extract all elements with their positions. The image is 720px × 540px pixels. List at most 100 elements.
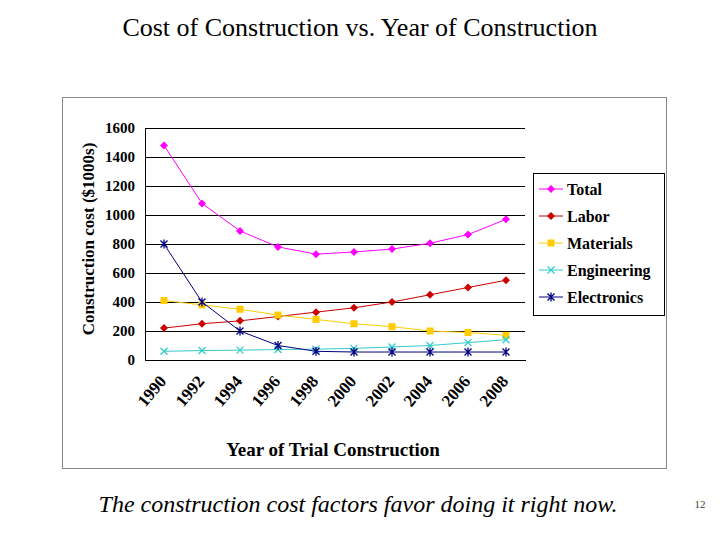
series-line bbox=[164, 340, 506, 352]
y-tick-label: 800 bbox=[113, 236, 136, 252]
slide: Cost of Construction vs. Year of Constru… bbox=[0, 0, 720, 540]
x-tick-label: 1992 bbox=[172, 372, 208, 410]
legend-label: Engineering bbox=[567, 262, 651, 280]
x-tick: 1996 bbox=[248, 360, 284, 410]
x-tick: 2006 bbox=[438, 360, 474, 410]
y-tick: 800 bbox=[113, 236, 146, 252]
y-tick-label: 1000 bbox=[105, 207, 135, 223]
x-tick: 2002 bbox=[362, 360, 398, 410]
series-point bbox=[350, 304, 358, 312]
x-tick-label: 2008 bbox=[476, 372, 512, 410]
x-axis: 1990199219941996199820002002200420062008 bbox=[134, 360, 526, 410]
x-tick: 1994 bbox=[210, 360, 247, 410]
x-tick-label: 2004 bbox=[400, 372, 437, 411]
series-point bbox=[426, 291, 434, 299]
plot-area bbox=[160, 141, 510, 356]
grid-line bbox=[145, 128, 525, 129]
series-point bbox=[502, 215, 510, 223]
y-tick: 400 bbox=[113, 294, 146, 310]
series-point bbox=[503, 348, 510, 357]
series-point bbox=[426, 239, 434, 247]
y-tick: 1000 bbox=[105, 207, 145, 223]
series-point bbox=[350, 248, 358, 256]
series-point bbox=[389, 323, 396, 330]
y-tick: 1600 bbox=[105, 120, 145, 136]
x-tick-label: 2000 bbox=[324, 372, 360, 410]
legend-label: Labor bbox=[567, 208, 610, 225]
series-point bbox=[388, 298, 396, 306]
series-point bbox=[465, 348, 472, 357]
series-point bbox=[236, 317, 244, 325]
y-tick-label: 200 bbox=[113, 323, 136, 339]
series bbox=[161, 240, 510, 357]
series-point bbox=[464, 231, 472, 239]
series-point bbox=[237, 327, 244, 336]
x-tick-label: 1990 bbox=[134, 372, 170, 410]
grid-line bbox=[145, 157, 525, 158]
legend-swatch-marker bbox=[548, 267, 555, 274]
series-point bbox=[274, 313, 282, 321]
legend-label: Materials bbox=[567, 235, 633, 252]
series-point bbox=[199, 347, 206, 354]
grid-line bbox=[145, 186, 525, 187]
grid bbox=[145, 128, 525, 360]
series-point bbox=[161, 240, 168, 249]
y-tick-label: 0 bbox=[128, 352, 136, 368]
series-point bbox=[465, 339, 472, 346]
x-tick-label: 1994 bbox=[210, 372, 247, 411]
series-point bbox=[275, 341, 282, 350]
series-point bbox=[502, 276, 510, 284]
legend-label: Electronics bbox=[567, 289, 643, 306]
legend-box bbox=[534, 174, 665, 316]
y-tick-label: 400 bbox=[113, 294, 136, 310]
legend-entry: Labor bbox=[539, 208, 610, 225]
x-tick: 2004 bbox=[400, 360, 437, 410]
legend-label: Total bbox=[567, 181, 603, 198]
x-tick: 1992 bbox=[172, 360, 208, 410]
series-point bbox=[313, 316, 320, 323]
series-point bbox=[198, 199, 206, 207]
series-point bbox=[161, 348, 168, 355]
y-tick-label: 1200 bbox=[105, 178, 135, 194]
x-tick-label: 2006 bbox=[438, 372, 474, 410]
series-point bbox=[465, 329, 472, 336]
series-line bbox=[164, 280, 506, 328]
series-point bbox=[237, 347, 244, 354]
series-point bbox=[161, 297, 168, 304]
legend-swatch-marker bbox=[547, 185, 555, 193]
legend-entry: Electronics bbox=[539, 289, 643, 306]
x-tick-label: 2002 bbox=[362, 372, 398, 410]
x-tick: 2000 bbox=[324, 360, 360, 410]
series bbox=[160, 276, 510, 332]
series-point bbox=[236, 227, 244, 235]
legend-entry: Total bbox=[539, 181, 603, 198]
y-tick: 1400 bbox=[105, 149, 145, 165]
y-tick: 0 bbox=[128, 352, 146, 368]
legend-swatch-marker bbox=[547, 212, 555, 220]
series-point bbox=[351, 348, 358, 357]
x-tick-label: 1998 bbox=[286, 372, 322, 410]
series-point bbox=[427, 348, 434, 357]
grid-line bbox=[145, 244, 525, 245]
series-point bbox=[503, 336, 510, 343]
page-number: 12 bbox=[695, 498, 706, 510]
series-point bbox=[198, 320, 206, 328]
series-point bbox=[464, 284, 472, 292]
series-point bbox=[160, 324, 168, 332]
series-point bbox=[237, 306, 244, 313]
legend-entry: Engineering bbox=[539, 262, 651, 280]
series-point bbox=[389, 348, 396, 357]
title: Cost of Construction vs. Year of Constru… bbox=[122, 13, 597, 42]
series-line bbox=[164, 145, 506, 254]
legend-swatch-marker bbox=[548, 240, 555, 247]
y-axis-title: Construction cost ($1000s) bbox=[79, 143, 98, 336]
legend-entry: Materials bbox=[539, 235, 633, 252]
series bbox=[160, 141, 510, 258]
chart-frame bbox=[63, 98, 667, 469]
y-tick: 200 bbox=[113, 323, 146, 339]
x-axis-title: Year of Trial Construction bbox=[226, 439, 440, 460]
grid-line bbox=[145, 273, 525, 274]
caption: The construction cost factors favor doin… bbox=[99, 491, 618, 517]
series-point bbox=[275, 312, 282, 319]
series-point bbox=[313, 347, 320, 356]
